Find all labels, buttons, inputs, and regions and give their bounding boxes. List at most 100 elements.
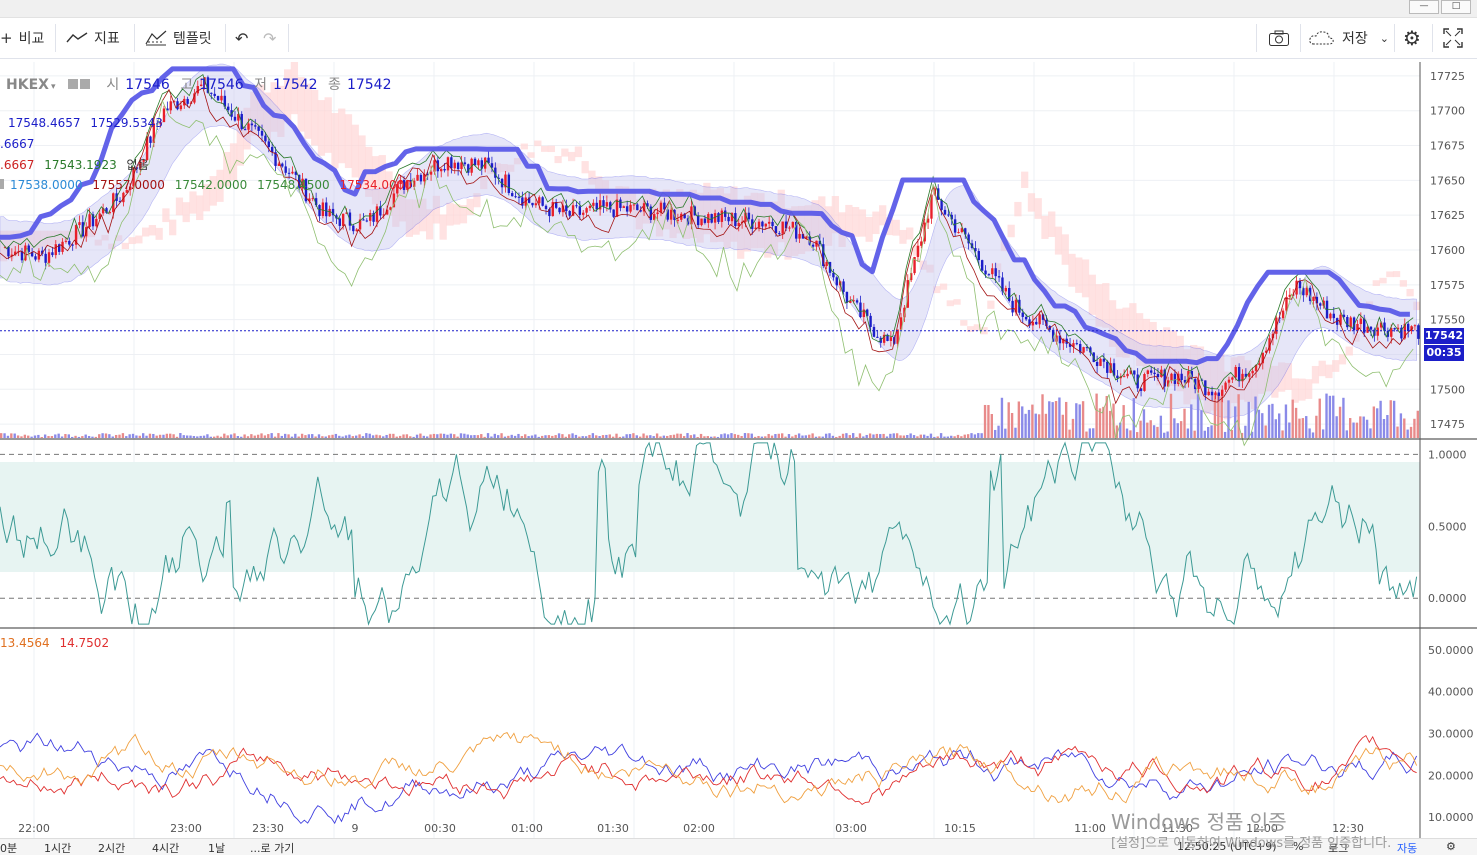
candle-body [156, 123, 159, 125]
cloud-segment [960, 320, 968, 326]
candle-body [615, 199, 619, 217]
volume-bar [1261, 413, 1264, 438]
visibility-icon[interactable] [67, 79, 78, 89]
chart-canvas[interactable]: 17725 17700 17675 17650 17625 17600 17575 17550… [0, 60, 1477, 838]
chevron-down-icon[interactable]: ▾ [50, 82, 56, 92]
cloud-segment [1210, 359, 1218, 411]
chart-area[interactable]: 17725 17700 17675 17650 17625 17600 17575 17550… [0, 60, 1477, 838]
dmi-tick-label: 30.0000 [1428, 728, 1474, 741]
volume-bar [693, 434, 696, 438]
timeframe-button[interactable]: 4시간 [152, 842, 180, 855]
compare-button[interactable]: + 비교 [0, 26, 44, 50]
candle-body [14, 251, 17, 255]
time-tick-label: 01:30 [597, 822, 629, 835]
candle-body [392, 193, 396, 208]
candle-body [1356, 323, 1359, 331]
log-toggle[interactable]: 로그 [1328, 842, 1349, 855]
volume-bar [1271, 403, 1274, 438]
volume-bar [1021, 406, 1024, 438]
candle-body [1352, 317, 1356, 331]
cloud-segment [155, 227, 163, 240]
templates-button[interactable]: 템플릿 [145, 26, 212, 50]
volume-bar [1386, 415, 1389, 438]
candle-body [1319, 303, 1322, 306]
volume-bar [561, 434, 564, 438]
settings-icon[interactable] [79, 79, 90, 89]
candle-body [30, 251, 34, 257]
candle-body [172, 101, 176, 103]
undo-button[interactable]: ↶ [235, 26, 248, 50]
volume-bar [679, 433, 682, 438]
percent-toggle[interactable]: % [1293, 840, 1304, 853]
stoch-tick-label: 1.0000 [1428, 448, 1467, 461]
volume-bar [987, 405, 990, 438]
volume-bar [385, 434, 388, 438]
cloud-segment [824, 206, 833, 246]
low-label: 저 [254, 77, 268, 93]
indicators-button[interactable]: 지표 [66, 26, 120, 50]
candle-body [423, 173, 426, 182]
volume-bar [902, 435, 906, 438]
timeframe-button[interactable]: 1날 [208, 842, 226, 855]
candle-body [781, 221, 784, 234]
timeframe-button[interactable]: 0분 [0, 842, 18, 855]
cloud-segment [54, 230, 62, 244]
volume-bar [595, 435, 598, 438]
candle-body [270, 146, 274, 153]
candle-body [882, 334, 886, 343]
cloud-segment [351, 124, 359, 178]
symbol-label[interactable]: HKEX [6, 77, 49, 93]
minimize-button[interactable]: — [1409, 0, 1439, 14]
volume-bar [131, 433, 135, 438]
candle-body [169, 101, 172, 111]
screenshot-button[interactable] [1268, 26, 1290, 50]
volume-bar [375, 434, 378, 438]
cloud-segment [1041, 215, 1049, 239]
cloud-segment [1149, 321, 1157, 377]
volume-bar [584, 436, 588, 438]
cloud-segment [1115, 308, 1123, 358]
gear-icon[interactable]: ⚙ [1446, 840, 1456, 853]
volume-bar [1176, 423, 1179, 438]
candle-body [54, 244, 57, 256]
volume-bar [84, 434, 87, 438]
volume-bar [294, 433, 297, 438]
candle-body [125, 190, 128, 193]
volume-bar [182, 435, 185, 438]
cloud-segment [811, 200, 819, 245]
auto-toggle[interactable]: 자동 [1397, 842, 1418, 855]
cloud-segment [520, 143, 528, 150]
cloud-segment [784, 208, 792, 260]
volume-bar [618, 436, 622, 438]
volume-bar [114, 434, 118, 438]
volume-bar [642, 433, 645, 438]
save-button[interactable]: 저장 ⌄ [1308, 26, 1389, 50]
cloud-segment [1129, 303, 1137, 355]
volume-bar [686, 433, 689, 438]
fullscreen-button[interactable] [1443, 26, 1463, 50]
ichimoku-legend: 17538.0000 17557.0000 17542.0000 17548.4… [0, 178, 418, 192]
volume-bar [1004, 428, 1007, 438]
candle-body [680, 213, 683, 220]
settings-button[interactable]: ⚙ [1403, 26, 1421, 50]
redo-button[interactable]: ↷ [263, 26, 276, 50]
candle-body [91, 214, 95, 227]
gear-icon: ⚙ [1403, 26, 1421, 50]
maximize-button[interactable]: □ [1441, 0, 1471, 14]
candle-body [720, 210, 724, 222]
dmi-tick-label: 40.0000 [1428, 686, 1474, 699]
candle-body [7, 246, 10, 257]
candle-body [183, 98, 186, 106]
volume-bar [1399, 413, 1403, 438]
cloud-segment [236, 126, 244, 166]
volume-bar [493, 433, 496, 438]
volume-bar [713, 436, 716, 438]
volume-bar [1017, 401, 1021, 438]
cloud-segment [493, 163, 501, 173]
timeframe-button[interactable]: ...로 가기 [250, 842, 295, 855]
volume-bar [980, 433, 983, 438]
candle-body [220, 95, 223, 101]
timeframe-button[interactable]: 2시간 [98, 842, 126, 855]
dmi-legend: 13.4564 14.7502 [0, 636, 115, 650]
timeframe-button[interactable]: 1시간 [44, 842, 72, 855]
